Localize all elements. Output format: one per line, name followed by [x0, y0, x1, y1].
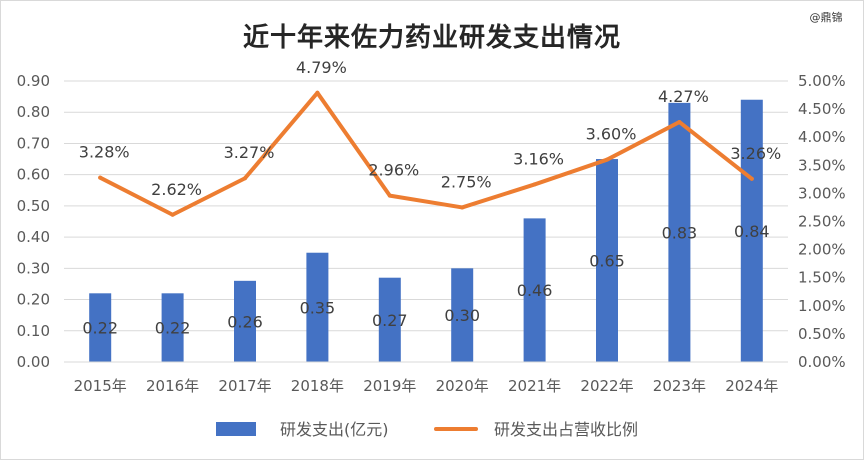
x-tick-label: 2017年: [218, 377, 271, 395]
y2-tick-label: 0.50%: [798, 325, 846, 343]
bar: [668, 102, 691, 362]
bar-value-label: 0.27: [372, 311, 408, 330]
bar-value-label: 0.35: [300, 298, 336, 317]
line-value-label: 3.16%: [513, 149, 564, 168]
data-labels: 0.22 0.22 0.26 0.35 0.27 0.30 0.46 0.65 0.83 0.84…: [79, 58, 781, 338]
line-value-label: 4.79%: [296, 58, 347, 77]
line-point: [315, 90, 320, 95]
y-tick-label: 0.60: [17, 166, 50, 184]
gridlines: [64, 80, 788, 332]
bar: [161, 293, 184, 362]
y2-tick-label: 3.00%: [798, 184, 846, 202]
y2-tick-label: 0.00%: [798, 353, 846, 371]
line-point: [98, 175, 103, 180]
y2-tick-label: 4.00%: [798, 128, 846, 146]
x-tick-label: 2016年: [146, 377, 199, 395]
y2-tick-label: 2.00%: [798, 241, 846, 259]
y-tick-label: 0.50: [17, 197, 50, 215]
bar-series: [89, 99, 763, 362]
x-tick-label: 2019年: [363, 377, 416, 395]
legend: 研发支出(亿元) 研发支出占营收比例: [216, 420, 638, 439]
line-value-label: 3.28%: [79, 143, 130, 162]
line-point: [387, 193, 392, 198]
y-tick-label: 0.40: [17, 228, 50, 246]
series-line: [98, 90, 754, 217]
x-tick-label: 2024年: [725, 377, 778, 395]
x-tick-label: 2021年: [508, 377, 561, 395]
line-point: [749, 176, 754, 181]
bar: [234, 280, 256, 362]
line-value-label: 4.27%: [658, 87, 709, 106]
y2-tick-label: 3.50%: [798, 156, 846, 174]
legend-label-line: 研发支出占营收比例: [494, 420, 638, 439]
y-tick-label: 0.10: [17, 322, 50, 340]
y2-tick-label: 1.00%: [798, 297, 846, 315]
line-point: [532, 182, 537, 187]
bar: [378, 277, 401, 362]
line-value-label: 2.62%: [151, 180, 202, 199]
bar: [89, 293, 112, 362]
y-tick-label: 0.80: [17, 103, 50, 121]
bar: [306, 252, 329, 362]
line-value-label: 3.27%: [224, 143, 275, 162]
bar-value-label: 0.22: [82, 319, 118, 338]
y2-tick-label: 2.50%: [798, 213, 846, 231]
bar-value-label: 0.65: [589, 252, 625, 271]
bar: [740, 99, 763, 362]
bar: [596, 159, 618, 362]
x-tick-label: 2020年: [436, 377, 489, 395]
line-value-label: 2.96%: [368, 161, 419, 180]
legend-label-bar: 研发支出(亿元): [280, 420, 389, 439]
y-tick-label: 0.00: [17, 353, 50, 371]
legend-swatch-bar: [216, 422, 256, 436]
x-tick-label: 2015年: [74, 377, 127, 395]
line-value-label: 2.75%: [441, 172, 492, 191]
line-point: [460, 205, 465, 210]
bar-value-label: 0.46: [517, 281, 553, 300]
x-tick-label: 2018年: [291, 377, 344, 395]
axes: 0.00 0.10 0.20 0.30 0.40 0.50 0.60 0.70 0.80 0.90…: [17, 72, 846, 395]
y-tick-label: 0.70: [17, 134, 50, 152]
bar-value-label: 0.30: [444, 306, 480, 325]
y-tick-label: 0.20: [17, 291, 50, 309]
y2-tick-label: 5.00%: [798, 72, 846, 90]
bar-value-label: 0.84: [734, 222, 770, 241]
line-value-label: 3.60%: [586, 125, 637, 144]
line-point: [677, 120, 682, 125]
line-value-label: 3.26%: [730, 144, 781, 163]
bar-value-label: 0.26: [227, 312, 263, 331]
line-point: [170, 212, 175, 217]
bar-value-label: 0.83: [662, 223, 698, 242]
y2-tick-label: 4.50%: [798, 100, 846, 118]
bar: [523, 218, 546, 362]
chart-title: 近十年来佐力药业研发支出情况: [243, 22, 621, 53]
line-series: [98, 90, 754, 217]
line-point: [243, 176, 247, 181]
bar-value-label: 0.22: [155, 319, 191, 338]
bar: [451, 268, 474, 362]
x-tick-label: 2023年: [653, 377, 706, 395]
line-point: [605, 157, 609, 162]
y-tick-label: 0.30: [17, 259, 50, 277]
watermark: @鼎锦: [810, 10, 843, 24]
x-tick-label: 2022年: [580, 377, 633, 395]
y-tick-label: 0.90: [17, 72, 50, 90]
y2-tick-label: 1.50%: [798, 269, 846, 287]
